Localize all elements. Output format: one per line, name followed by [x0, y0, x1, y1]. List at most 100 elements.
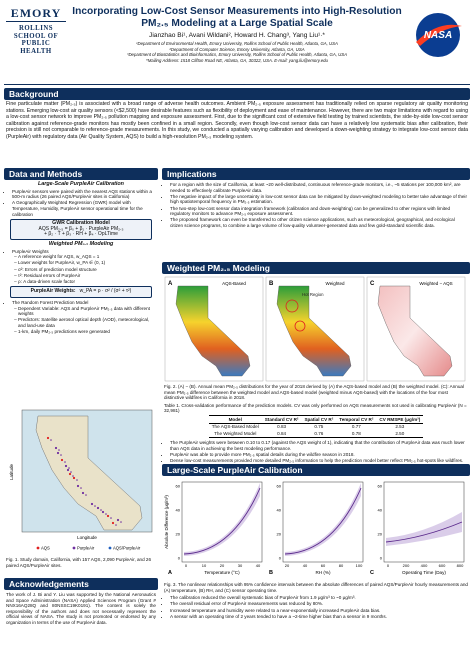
bullet: Lower weights for PurpleAir, w_PA ∈ (0, … — [18, 260, 156, 266]
legend-label: AQS/PurpleAir — [113, 546, 141, 551]
axis-label: Latitude — [9, 463, 14, 480]
bullet: A Geographically Weighted Regression (GW… — [12, 200, 156, 217]
x-tick-label: 100 — [356, 563, 363, 568]
x-tick-label: 0 — [387, 563, 390, 568]
bullet-list: PurpleAir sensors were paired with the n… — [6, 189, 156, 218]
logo-text: EMORY — [6, 6, 66, 22]
table-cell: The AQS-Based Model — [211, 424, 259, 430]
figure-caption: Fig. 1. Study domain, California, with 1… — [6, 557, 152, 568]
axis-label: Temperature (°C) — [204, 570, 240, 575]
site-marker — [81, 491, 85, 495]
plot-frame — [181, 481, 263, 563]
y-tick-label: 20 — [378, 531, 383, 536]
table-row: The Weighted Model 0.84 0.76 0.78 2.50 — [209, 431, 424, 438]
table-header: CV RMSPE (μg/m³) — [379, 416, 421, 422]
site-marker — [58, 449, 60, 451]
y-tick-label: 60 — [378, 483, 383, 488]
figure-caption: Fig. 3. The nonlinear relationships with… — [164, 582, 468, 593]
text-block: The work of J. Bi and Y. Liu was support… — [6, 592, 156, 626]
figure: A AQS-Based B Weighted C Weighted − AQS Hot Re… — [164, 276, 466, 382]
bullet: PurpleAir sensors were paired with the n… — [12, 189, 156, 200]
bullet: The proposed framework can even be trans… — [170, 217, 468, 228]
logo-text: ROLLINS — [18, 25, 54, 32]
panel-letter: A — [168, 281, 173, 287]
legend-marker — [36, 546, 40, 550]
y-tick-label: 20 — [277, 531, 282, 536]
bullet-list: A reference weight for AQS, w_AQS = 1Low… — [12, 254, 156, 284]
nasa-text: NASA — [424, 30, 452, 41]
site-marker — [60, 458, 64, 462]
bullet: Predictors: Satellite aerosol optical de… — [18, 317, 156, 328]
bullet: The PurpleAir weights were between 0.10 … — [170, 440, 468, 451]
authors: Jianzhao Bi¹, Avani Wildani², Howard H. … — [149, 32, 325, 39]
bullet-list: The calibration reduced the overall syst… — [164, 595, 468, 619]
table-header: Temporal CV R² — [339, 416, 374, 422]
site-marker — [116, 518, 120, 522]
table-cell: The Weighted Model — [214, 431, 257, 437]
text-block: Fig. 3. The nonlinear relationships with… — [164, 582, 468, 620]
bullet: ρ: A data-driven scale factor — [18, 279, 156, 285]
site-marker — [100, 509, 102, 511]
y-tick-label: 60 — [176, 483, 181, 488]
y-tick-label: 0 — [279, 555, 282, 560]
x-tick-label: 0 — [185, 563, 188, 568]
plot-frame — [282, 481, 364, 563]
site-marker — [111, 521, 115, 525]
x-tick-label: 800 — [457, 563, 464, 568]
table-header: Model — [228, 416, 242, 422]
y-tick-label: 20 — [176, 531, 181, 536]
california — [175, 285, 251, 377]
formula-box: PurpleAir Weights: w_PA = ρ · σ² / (σ² + … — [10, 286, 152, 299]
legend-label: AQS — [41, 546, 50, 551]
bullet: τ²: Residual errors of PurpleAir — [18, 273, 156, 279]
formula-label: PurpleAir Weights: — [30, 288, 76, 295]
paragraph: The work of J. Bi and Y. Liu was support… — [6, 592, 156, 625]
x-tick-label: 10 — [202, 563, 207, 568]
bullet: Increased temperature and humidity were … — [170, 608, 468, 614]
site-marker — [96, 506, 100, 510]
figure: Latitude Longitude AQS PurpleAir AQS/PurpleA… — [9, 409, 153, 551]
logo-text: SCHOOL OF — [13, 32, 59, 40]
section-heading: Data and Methods — [4, 168, 158, 180]
table-cell: 0.83 — [277, 424, 287, 430]
fit-curve — [284, 487, 362, 555]
x-tick-label: 400 — [421, 563, 428, 568]
header-rule — [4, 84, 470, 85]
nasa-swoosh — [416, 24, 462, 46]
site-marker — [60, 454, 62, 456]
site-marker — [68, 472, 72, 476]
logo-text: HEALTH — [20, 47, 52, 55]
table-cell: 2.50 — [395, 431, 405, 437]
table-cell: 0.76 — [314, 431, 324, 437]
legend-marker — [72, 546, 76, 550]
site-marker — [120, 521, 122, 523]
confidence-band — [285, 483, 361, 556]
site-marker — [101, 510, 105, 514]
bullet: PurpleAir WeightsA reference weight for … — [12, 249, 156, 285]
x-tick-label: 40 — [256, 563, 261, 568]
bullet: The calibration reduced the overall syst… — [170, 595, 468, 601]
affiliation: ²Department of Computer Science, Emory U… — [169, 46, 305, 52]
table-cell: 0.84 — [277, 431, 287, 437]
table-cell: 0.78 — [351, 431, 361, 437]
hot-region — [285, 299, 299, 313]
y-tick-label: 60 — [277, 483, 282, 488]
site-marker — [106, 514, 110, 518]
y-tick-label: 0 — [380, 555, 383, 560]
table-row: The AQS-Based Model 0.83 0.75 0.77 2.53 — [209, 423, 424, 430]
text-block: Fig. 2. (A) − (B). Annual mean PM₂.₅ dis… — [164, 384, 468, 464]
table-header: Spatial CV R² — [304, 416, 334, 422]
bullet: Dependent Variable: AQS and PurpleAir PM… — [18, 306, 156, 317]
figure-caption: Fig. 2. (A) − (B). Annual mean PM₂.₅ dis… — [164, 384, 464, 401]
site-marker — [90, 502, 94, 506]
section-heading: Background — [4, 88, 470, 100]
fit-curve — [183, 487, 261, 555]
paragraph: Fine particulate matter (PM₂.₅) is assoc… — [6, 101, 468, 140]
text-block: Fine particulate matter (PM₂.₅) is assoc… — [6, 101, 468, 141]
nasa-disc — [416, 13, 460, 57]
text-block: Fig. 1. Study domain, California, with 1… — [6, 557, 156, 568]
site-marker — [115, 524, 117, 526]
table-header: Standard CV R² — [264, 416, 299, 422]
map-label: AQS-Based — [222, 281, 246, 286]
